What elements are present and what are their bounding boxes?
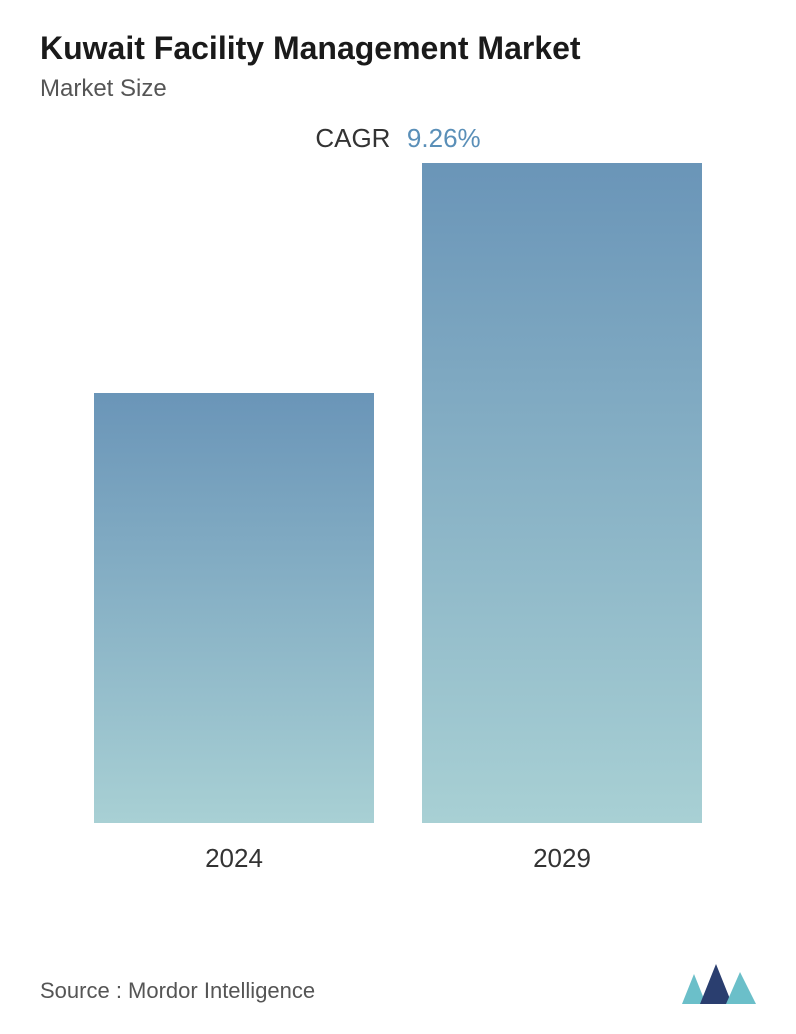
mordor-logo-icon [682,964,756,1004]
source-text: Source : Mordor Intelligence [40,978,315,1004]
footer: Source : Mordor Intelligence [40,964,756,1004]
bar-2024 [94,393,374,823]
bar-label-2024: 2024 [205,843,263,874]
chart-subtitle: Market Size [40,75,756,103]
chart-title: Kuwait Facility Management Market [40,30,756,67]
cagr-value: 9.26% [407,123,481,153]
bar-chart: 2024 2029 [40,194,756,874]
cagr-row: CAGR 9.26% [40,123,756,154]
cagr-label: CAGR [315,123,390,153]
bar-label-2029: 2029 [533,843,591,874]
bar-2024-wrap: 2024 [94,393,374,874]
bar-2029 [422,163,702,823]
bar-2029-wrap: 2029 [422,163,702,874]
